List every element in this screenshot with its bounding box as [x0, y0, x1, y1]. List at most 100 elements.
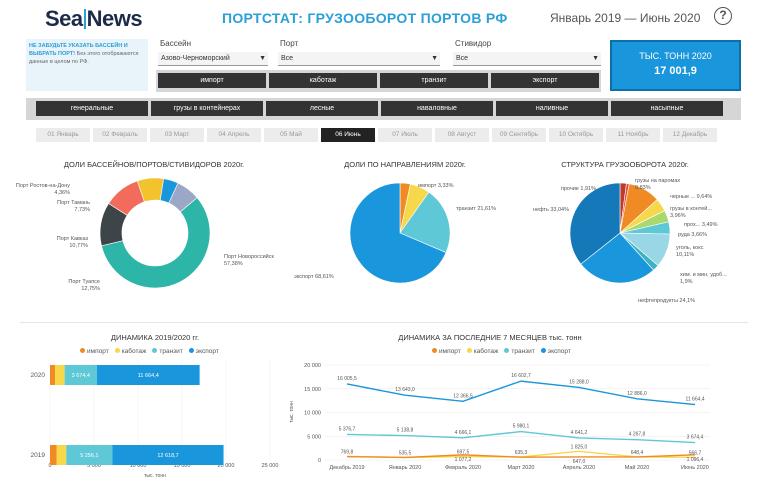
legend-item[interactable]: транзит [504, 348, 535, 355]
data-label: 12 366,5 [453, 393, 473, 399]
direction-button-1[interactable]: каботаж [269, 73, 377, 88]
data-label: 769,8 [341, 449, 354, 455]
legend-dot-icon [504, 348, 510, 353]
data-label: 4 641,2 [571, 430, 588, 436]
data-label: 13 643,0 [395, 387, 415, 393]
direction-button-0[interactable]: импорт [158, 73, 266, 88]
cargo-type-button-1[interactable]: грузы в контейнерах [151, 101, 263, 116]
basin-select[interactable]: Азово-Черноморский ▼ [158, 52, 268, 66]
pie-slice [569, 182, 621, 265]
x-tick-label: 20 000 [218, 463, 235, 469]
data-label: 4 666,1 [455, 430, 472, 436]
month-button-10[interactable]: 11 Ноябрь [606, 128, 660, 142]
legend-item[interactable]: экспорт [188, 348, 219, 355]
x-tick-label: Июнь 2020 [681, 465, 709, 471]
notice-bold: НЕ ЗАБУДЬТЕ УКАЗАТЬ БАССЕЙН И ВЫБРАТЬ ПО… [29, 43, 128, 57]
section-divider [20, 322, 748, 323]
cargo-type-button-0[interactable]: генеральные [36, 101, 148, 116]
direction-button-3[interactable]: экспорт [491, 73, 599, 88]
port-select[interactable]: Все ▼ [278, 52, 440, 66]
data-label: 566,7 [689, 450, 702, 456]
month-button-6[interactable]: 07 Июль [378, 128, 432, 142]
directions-pie-title: ДОЛИ ПО НАПРАВЛЕНИЯМ 2020г. [344, 160, 466, 169]
x-tick-label: Апрель 2020 [563, 465, 595, 471]
chevron-down-icon: ▼ [431, 55, 438, 62]
pie3-label-value: 1,9% [680, 279, 693, 285]
cargo-type-button-5[interactable]: насыпные [611, 101, 723, 116]
month-button-8[interactable]: 09 Сентябрь [492, 128, 546, 142]
bar-value-label: 5 256,1 [80, 453, 98, 459]
data-label: 16 005,5 [337, 376, 357, 382]
legend-label: транзит [511, 348, 535, 355]
month-button-0[interactable]: 01 Январь [36, 128, 90, 142]
port-value: Все [281, 55, 294, 62]
data-label: 647,0 [573, 459, 586, 465]
month-button-1[interactable]: 02 Февраль [93, 128, 147, 142]
month-button-7[interactable]: 08 Август [435, 128, 489, 142]
legend-item[interactable]: импорт [80, 348, 109, 355]
legend-dot-icon [114, 348, 120, 353]
x-tick-label: 5 000 [87, 463, 101, 469]
basin-label: Бассейн [160, 39, 192, 48]
cargo-type-button-2[interactable]: лесные [266, 101, 378, 116]
structure-pie-title: СТРУКТУРА ГРУЗООБОРОТА 2020г. [561, 160, 689, 169]
y-tick-label: 2019 [31, 452, 46, 459]
pie3-label: уголь, кокс [676, 245, 704, 251]
cargo-type-button-4[interactable]: наливные [496, 101, 608, 116]
help-icon[interactable]: ? [714, 7, 732, 25]
sea-news-logo[interactable]: Sea News [45, 6, 143, 32]
legend-item[interactable]: экспорт [540, 348, 571, 355]
donut-label: Порт Тамань [57, 200, 90, 206]
month-button-5[interactable]: 06 Июнь [321, 128, 375, 142]
pie2-label: экспорт 68,61% [294, 274, 334, 280]
month-button-3[interactable]: 04 Апрель [207, 128, 261, 142]
chevron-down-icon: ▼ [592, 55, 599, 62]
cargo-type-button-3[interactable]: наваловные [381, 101, 493, 116]
line-chart: 0 5 000 10 000 15 000 20 000 тыс. тонн Декабрь… [289, 363, 710, 471]
legend-label: каботаж [473, 348, 499, 355]
legend-label: импорт [87, 348, 109, 355]
month-button-11[interactable]: 12 Декабрь [663, 128, 717, 142]
bar-chart: 0 5 000 10 000 15 000 20 000 25 000 тыс. тонн 2… [31, 359, 278, 479]
data-label: 11 664,4 [685, 397, 704, 403]
bar-chart-title: ДИНАМИКА 2019/2020 гг. [110, 333, 200, 342]
x-tick-label: 0 [48, 463, 51, 469]
legend-dot-icon [152, 348, 158, 353]
x-axis-label: тыс. тонн [144, 473, 166, 479]
direction-button-2[interactable]: транзит [380, 73, 488, 88]
pie3-label: нефтепродукты 24,1% [638, 298, 695, 304]
y-tick-label: 5 000 [307, 434, 321, 440]
legend-item[interactable]: каботаж [466, 348, 499, 355]
legend-label: экспорт [547, 348, 571, 355]
donut-label-value: 7,73% [74, 207, 90, 213]
stevedore-value: Все [456, 55, 469, 62]
bar-value-label: 12 618,7 [157, 453, 178, 459]
legend-label: импорт [439, 348, 461, 355]
pie-slice [168, 182, 198, 213]
pie3-label: грузы на паромах [635, 178, 680, 184]
data-label: 16 602,7 [511, 373, 531, 379]
month-button-9[interactable]: 10 Октябрь [549, 128, 603, 142]
donut-label: Порт Туапсе [68, 279, 100, 285]
bar-segment [96, 365, 200, 385]
legend-dot-icon [188, 348, 194, 353]
y-tick-label: 2020 [31, 372, 46, 379]
pie-slice [399, 191, 451, 253]
legend-item[interactable]: транзит [152, 348, 183, 355]
month-button-4[interactable]: 05 Май [264, 128, 318, 142]
stevedore-select[interactable]: Все ▼ [453, 52, 601, 66]
bar-value-label: 11 664,4 [138, 373, 159, 379]
x-tick-label: 15 000 [174, 463, 191, 469]
bar-segment [50, 445, 57, 465]
pie3-label: нефть 33,04% [533, 207, 569, 213]
month-button-2[interactable]: 03 Март [150, 128, 204, 142]
cargo-type-buttons: генеральные грузы в контейнерах лесные нава… [36, 101, 723, 116]
legend-item[interactable]: каботаж [114, 348, 146, 355]
data-label: 635,3 [515, 450, 528, 456]
pie3-label: хим. и мин. удоб... [680, 272, 727, 278]
donut-label-value: 12,75% [81, 286, 100, 292]
legend-dot-icon [466, 348, 472, 353]
legend-item[interactable]: импорт [432, 348, 461, 355]
logo-divider [83, 9, 86, 29]
port-label: Порт [280, 39, 299, 48]
